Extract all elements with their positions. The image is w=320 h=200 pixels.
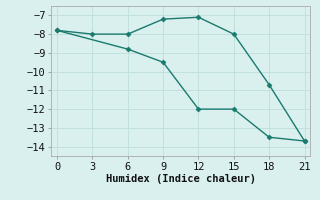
X-axis label: Humidex (Indice chaleur): Humidex (Indice chaleur) (106, 174, 256, 184)
